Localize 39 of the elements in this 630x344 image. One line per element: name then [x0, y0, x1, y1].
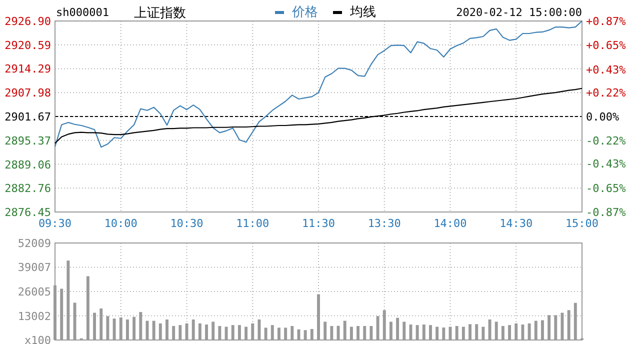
y2-tick-label: 0.00%: [586, 110, 620, 124]
x-tick-label: 15:00: [565, 217, 599, 230]
chart-title: 上证指数: [134, 6, 186, 21]
y2-tick-label: -0.43%: [586, 158, 626, 171]
y-tick-label: 13002: [18, 310, 51, 323]
y-tick-label: 2882.76: [4, 182, 51, 196]
y-tick-label: 26005: [18, 286, 51, 298]
y2-tick-label: +0.65%: [586, 39, 626, 52]
y-tick-label: 2920.59: [4, 38, 51, 52]
line-series: [54, 88, 583, 144]
y-tick-label: 2895.37: [4, 134, 51, 148]
x-tick-label: 11:00: [236, 217, 270, 230]
line-series: [54, 20, 583, 148]
y-tick-label: 2876.45: [4, 206, 51, 219]
x-tick-label: 14:00: [434, 217, 467, 230]
y2-tick-label: -0.65%: [586, 182, 626, 195]
y2-tick-label: +0.43%: [586, 63, 626, 76]
x-tick-label: 13:30: [368, 217, 401, 230]
y-tick-label: 2926.90: [4, 15, 51, 28]
y2-tick-label: -0.22%: [586, 134, 626, 148]
x-tick-label: 10:30: [170, 217, 204, 230]
y-tick-label: 2889.06: [4, 158, 51, 172]
y2-tick-label: +0.22%: [586, 86, 626, 100]
y2-tick-label: +0.87%: [586, 15, 626, 28]
x-tick-label: 10:00: [104, 217, 138, 230]
legend-label: 价格: [291, 5, 318, 20]
y-tick-label: 2914.29: [4, 62, 51, 76]
y-tick-label: 39007: [18, 261, 51, 274]
text: sh000001: [56, 6, 109, 19]
y-tick-label: 2901.67: [4, 110, 51, 124]
y-tick-label: 2907.98: [4, 86, 51, 100]
x-tick-label: 09:30: [38, 217, 72, 230]
x-tick-label: 11:30: [302, 217, 336, 230]
y2-tick-label: -0.87%: [586, 206, 626, 219]
x-tick-label: 14:30: [500, 217, 533, 230]
legend-label: 均线: [349, 5, 376, 20]
text: 2020-02-12 15:00:00: [456, 6, 582, 19]
y-tick-label: 52009: [18, 237, 51, 250]
y-tick-label: x100: [24, 334, 51, 344]
